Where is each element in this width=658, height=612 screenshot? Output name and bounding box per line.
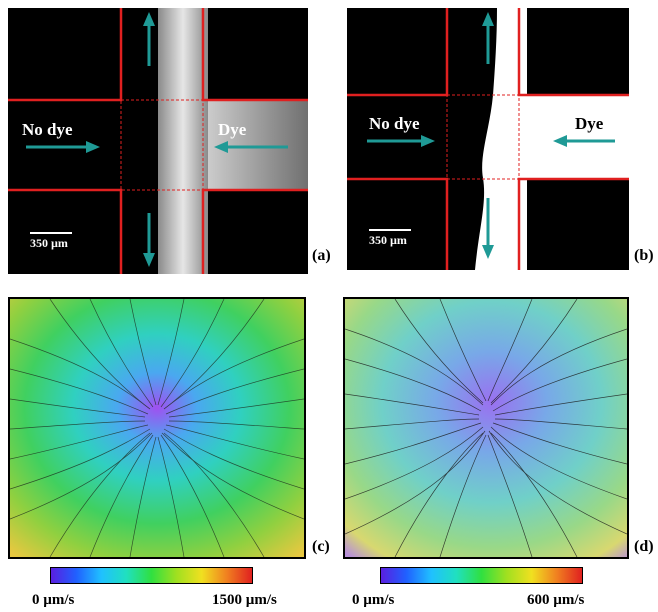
panel-a-micrograph	[8, 8, 308, 274]
panel-a-scalebar-label: 350 µm	[30, 236, 68, 250]
panel-c-colorbar-max: 1500 µm/s	[212, 592, 277, 608]
panel-b-micrograph	[347, 8, 629, 270]
panel-c-colorbar	[50, 567, 253, 584]
panel-d	[343, 297, 629, 559]
panel-d-colorbar-min: 0 µm/s	[352, 592, 395, 608]
panel-a-dye-stream	[158, 8, 208, 274]
panel-b-no-dye-label: No dye	[369, 114, 420, 133]
panel-d-velocity-field	[345, 299, 627, 557]
panel-a-no-dye-label: No dye	[22, 120, 73, 139]
panel-d-colorbar-max: 600 µm/s	[527, 592, 585, 608]
panel-c-colorbar-min: 0 µm/s	[32, 592, 75, 608]
panel-b-dye-label: Dye	[575, 114, 604, 133]
panel-d-colorbar	[380, 567, 583, 584]
panel-b-label: (b)	[634, 247, 654, 264]
panel-b-dye-right-arm	[519, 95, 629, 179]
panel-a-label: (a)	[312, 247, 331, 264]
panel-c	[8, 297, 306, 559]
panel-c-velocity-field	[10, 299, 304, 557]
panel-c-streamlines	[10, 299, 304, 557]
panel-d-label: (d)	[634, 538, 654, 555]
panel-c-label: (c)	[312, 538, 330, 555]
panel-b-channel-drawing	[347, 8, 629, 270]
panel-a-channel-drawing	[8, 8, 308, 274]
panel-b-scalebar-label: 350 µm	[369, 233, 407, 247]
panel-a: No dye Dye 350 µm	[8, 8, 308, 274]
panel-a-dye-label: Dye	[218, 120, 247, 139]
panel-b: No dye Dye 350 µm	[347, 8, 629, 270]
panel-d-streamlines	[345, 299, 627, 557]
